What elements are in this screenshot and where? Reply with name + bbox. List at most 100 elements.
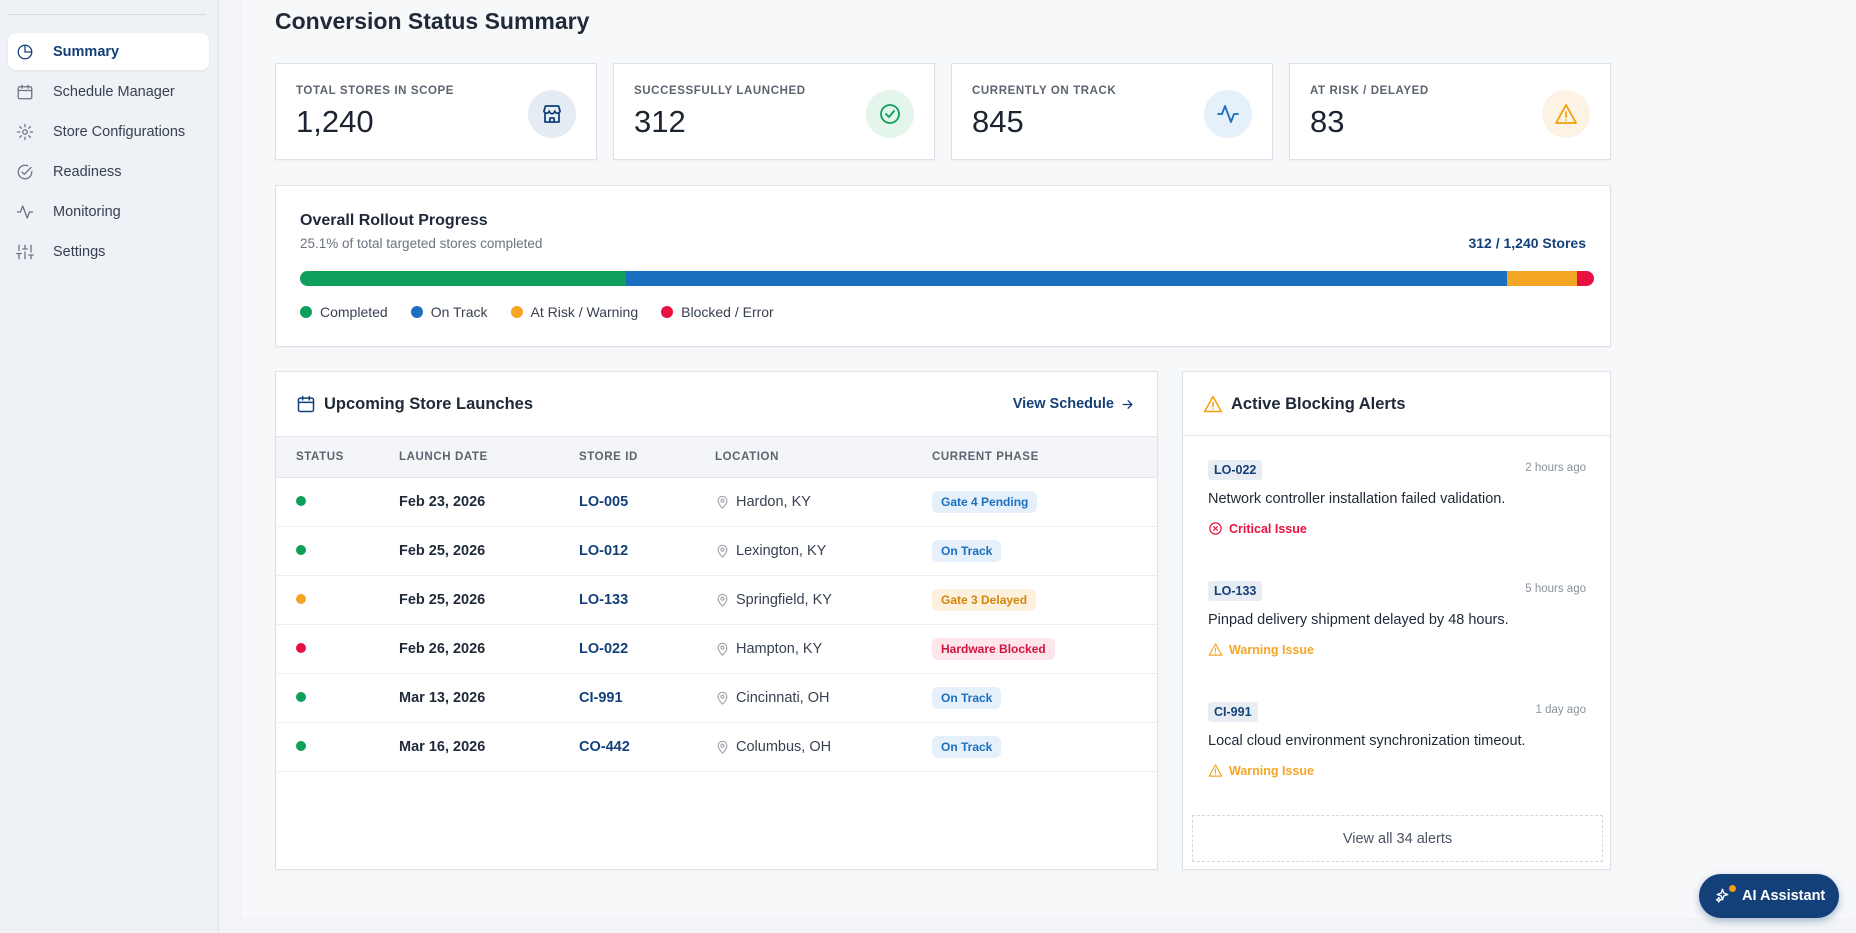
status-cell [276,722,399,772]
legend-item: At Risk / Warning [510,304,639,320]
map-pin-icon [717,495,728,509]
kpi-value: 83 [1310,104,1345,139]
alert-message: Local cloud environment synchronization … [1208,733,1526,749]
alert-severity-label: Warning Issue [1229,763,1314,778]
store-id-link[interactable]: LO-022 [579,624,715,674]
store-id-link[interactable]: LO-012 [579,526,715,576]
sidebar-item-label: Monitoring [53,203,121,220]
sidebar-nav: Summary Schedule Manager Store Configura… [8,33,209,273]
legend-item: Completed [300,304,388,320]
legend-label: On Track [430,304,488,320]
phase-cell: Hardware Blocked [932,624,1157,674]
table-row[interactable]: Mar 16, 2026 CO-442 Columbus, OH On Track [276,722,1157,772]
sidebar-item-label: Settings [53,243,106,260]
location-text: Cincinnati, OH [736,690,830,706]
gear-icon [16,123,34,141]
alert-time: 1 day ago [1535,704,1586,716]
progress-segment [625,271,1508,286]
status-dot [296,545,306,555]
legend-label: Blocked / Error [681,304,774,320]
kpi-card-at-risk: AT RISK / DELAYED 83 [1289,63,1611,160]
alert-time: 2 hours ago [1525,462,1586,474]
view-schedule-link[interactable]: View Schedule [1013,396,1135,412]
location-cell: Hardon, KY [715,477,932,527]
progress-count: 312 / 1,240 Stores [1468,235,1586,251]
sidebar-item-label: Store Configurations [53,123,186,140]
alert-item[interactable]: LO-022 2 hours ago Network controller inst… [1208,460,1586,540]
launch-date: Feb 23, 2026 [399,477,579,527]
launch-date: Feb 25, 2026 [399,575,579,625]
alert-severity: Warning Issue [1208,642,1314,657]
table-row[interactable]: Feb 23, 2026 LO-005 Hardon, KY Gate 4 Pendi… [276,477,1157,527]
warning-icon [1208,764,1223,777]
card-title: Upcoming Store Launches [324,395,534,413]
sidebar-item-label: Readiness [53,163,122,180]
warning-icon [1542,90,1590,138]
table-row[interactable]: Feb 25, 2026 LO-133 Springfield, KY Gate 3 … [276,575,1157,625]
store-id-link[interactable]: CI-991 [579,673,715,723]
alert-item[interactable]: LO-133 5 hours ago Pinpad delivery shipmen… [1208,581,1586,661]
sidebar-item-readiness[interactable]: Readiness [8,153,209,190]
view-all-alerts-button[interactable]: View all 34 alerts [1192,815,1603,862]
location-cell: Springfield, KY [715,575,932,625]
map-pin-icon [717,740,728,754]
legend-label: At Risk / Warning [530,304,639,320]
status-dot [296,741,306,751]
status-dot [296,496,306,506]
progress-subtitle: 25.1% of total targeted stores completed [300,236,543,251]
location-cell: Hampton, KY [715,624,932,674]
alert-severity-label: Warning Issue [1229,642,1314,657]
card-header: Upcoming Store Launches View Schedule [276,372,1157,436]
location-cell: Columbus, OH [715,722,932,772]
view-schedule-label: View Schedule [1012,396,1114,412]
alert-severity-label: Critical Issue [1229,521,1307,536]
status-dot [296,643,306,653]
map-pin-icon [717,642,728,656]
legend-dot [510,306,523,318]
alert-time: 5 hours ago [1525,583,1586,595]
sidebar: Summary Schedule Manager Store Configura… [0,0,219,933]
table-row[interactable]: Feb 25, 2026 LO-012 Lexington, KY On Track [276,526,1157,576]
kpi-label: TOTAL STORES IN SCOPE [296,85,455,97]
store-id-link[interactable]: CO-442 [579,722,715,772]
column-header-store-id: STORE ID [579,436,715,478]
alert-severity: Critical Issue [1208,521,1307,536]
table-row[interactable]: Mar 13, 2026 CI-991 Cincinnati, OH On Track [276,673,1157,723]
progress-segment [300,271,626,286]
table-row[interactable]: Feb 26, 2026 LO-022 Hampton, KY Hardware Bl… [276,624,1157,674]
upcoming-launches-card: Upcoming Store Launches View Schedule ST… [275,371,1158,870]
card-title: Active Blocking Alerts [1231,395,1406,413]
sidebar-item-label: Summary [53,43,120,60]
phase-badge: Hardware Blocked [932,638,1055,660]
legend-dot [661,306,674,318]
sparkle-icon [1715,885,1736,905]
calendar-icon [16,83,34,101]
phase-cell: On Track [932,526,1157,576]
ai-assistant-button[interactable]: AI Assistant [1699,874,1839,918]
store-icon [528,90,576,138]
alert-item[interactable]: CI-991 1 day ago Local cloud environment s… [1208,702,1586,782]
sidebar-item-settings[interactable]: Settings [8,233,209,270]
store-id-link[interactable]: LO-005 [579,477,715,527]
status-cell [276,526,399,576]
page-title: Conversion Status Summary [275,8,590,34]
status-cell [276,624,399,674]
kpi-value: 1,240 [296,104,374,139]
sidebar-item-schedule-manager[interactable]: Schedule Manager [8,73,209,110]
sidebar-item-store-configurations[interactable]: Store Configurations [8,113,209,150]
progress-bar [300,271,1594,286]
alert-store-code: CI-991 [1208,702,1258,722]
column-header-launch-date: LAUNCH DATE [399,436,579,478]
warning-icon [1208,643,1223,656]
location-cell: Cincinnati, OH [715,673,932,723]
sidebar-item-label: Schedule Manager [53,83,175,100]
location-text: Hardon, KY [736,494,811,510]
sidebar-item-summary[interactable]: Summary [8,33,209,70]
sidebar-divider [8,14,206,15]
launch-date: Feb 25, 2026 [399,526,579,576]
legend-label: Completed [320,304,388,320]
kpi-label: CURRENTLY ON TRACK [972,85,1117,97]
phase-cell: Gate 4 Pending [932,477,1157,527]
store-id-link[interactable]: LO-133 [579,575,715,625]
sidebar-item-monitoring[interactable]: Monitoring [8,193,209,230]
